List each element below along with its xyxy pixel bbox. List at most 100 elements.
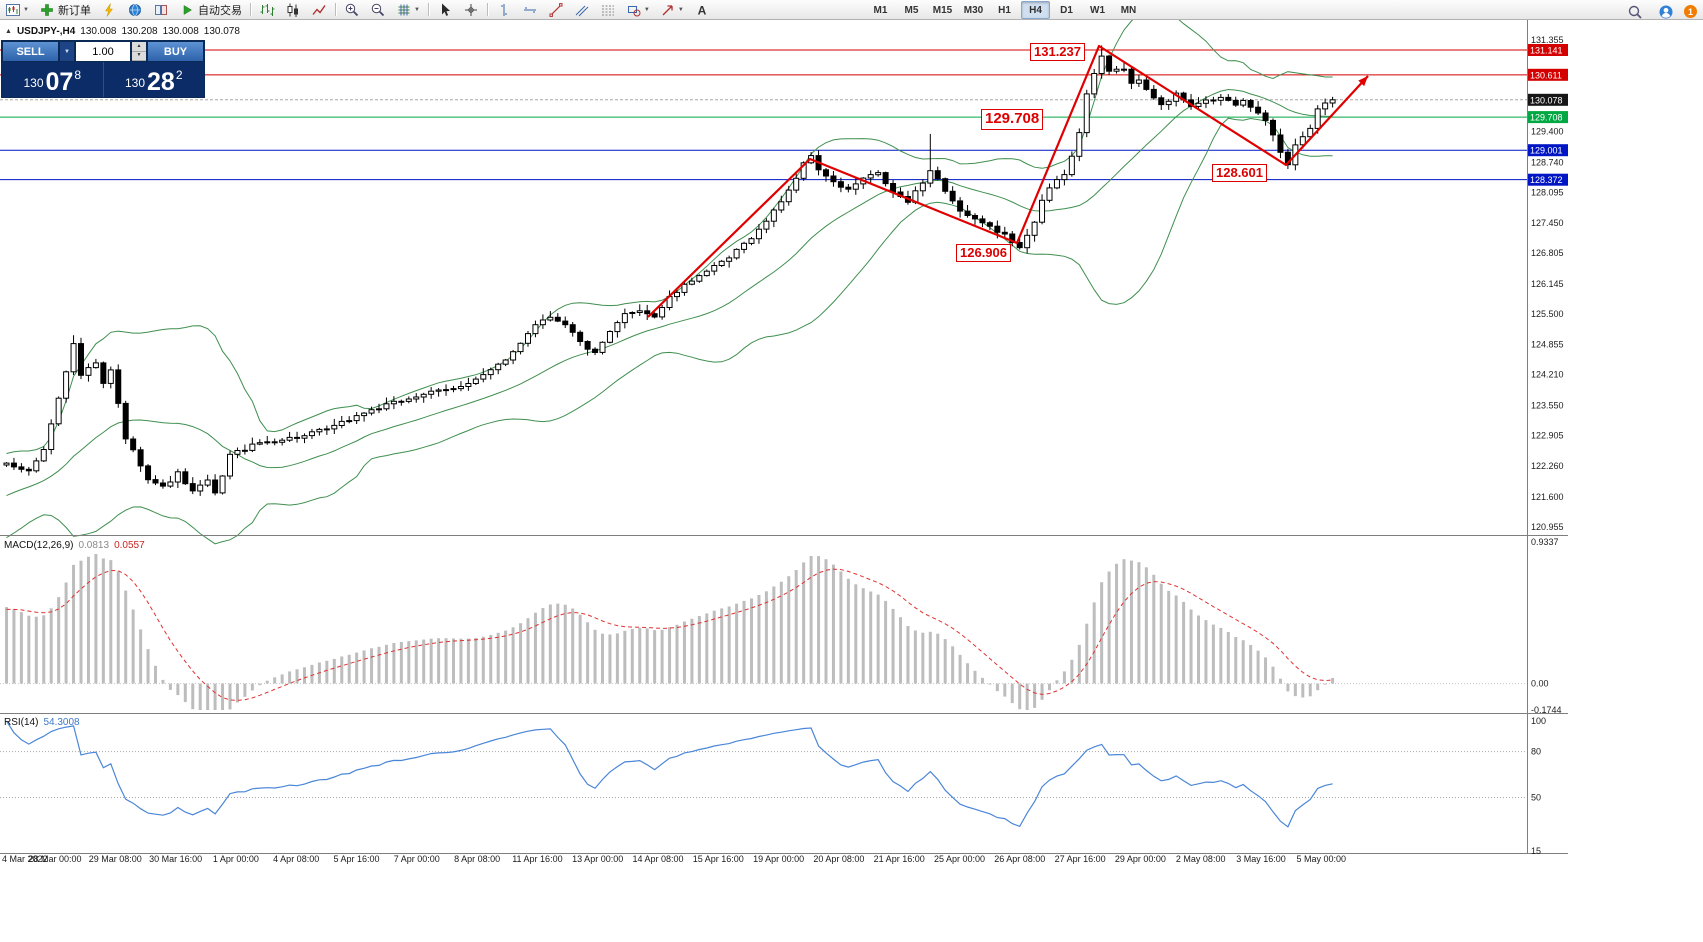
volume-up-button[interactable]: ▲ <box>132 42 146 52</box>
timeframe-d1-button[interactable]: D1 <box>1060 4 1073 16</box>
price-tick-label: 124.855 <box>1531 339 1564 349</box>
macd-histogram-bar <box>399 642 403 684</box>
fibonacci-icon[interactable] <box>596 0 620 19</box>
timeframe-h4-button[interactable]: H4 <box>1021 1 1050 19</box>
trendline[interactable] <box>647 44 1369 318</box>
candle-body <box>964 210 971 217</box>
candle-body <box>1150 88 1157 99</box>
macd-histogram-bar <box>168 683 172 690</box>
ask-price[interactable]: 130 28 2 <box>104 62 205 97</box>
sell-button[interactable]: SELL <box>2 41 59 62</box>
date-label: 20 Apr 08:00 <box>813 854 864 864</box>
macd-histogram-bar <box>325 660 329 684</box>
candle-body <box>1299 136 1306 146</box>
quick-trade-icon[interactable] <box>97 0 121 19</box>
candle-body <box>435 389 442 392</box>
vertical-line-icon[interactable] <box>492 0 516 19</box>
new-chart-icon[interactable]: ▼ <box>1 0 33 19</box>
macd-histogram-bar <box>630 629 634 684</box>
macd-histogram-bar <box>310 664 314 684</box>
crosshair-icon[interactable] <box>459 0 483 19</box>
macd-histogram-bar <box>1211 624 1215 684</box>
equidistant-channel-icon[interactable] <box>570 0 594 19</box>
macd-axis-label: -0.1744 <box>1531 705 1562 715</box>
price-tag-128.372 <box>1528 173 1568 186</box>
volume-input[interactable] <box>76 42 130 61</box>
ohlc-high: 130.208 <box>121 26 158 37</box>
timeframe-m1-button[interactable]: M1 <box>873 4 888 16</box>
arrows-icon[interactable]: ▼ <box>656 0 688 19</box>
search-icon[interactable] <box>1623 2 1647 21</box>
price-annotation-128.601[interactable]: 128.601 <box>1212 164 1267 183</box>
timeframe-m15-button[interactable]: M15 <box>932 4 953 16</box>
candle-body <box>457 386 464 390</box>
candle-body <box>376 408 382 411</box>
macd-histogram-bar <box>377 646 381 684</box>
timeframe-m30-button[interactable]: M30 <box>963 4 984 16</box>
community-profile-icon[interactable] <box>1654 2 1678 21</box>
price-tick-label: 121.600 <box>1531 492 1564 502</box>
community-icon[interactable] <box>123 0 147 19</box>
macd-histogram-bar <box>787 576 791 684</box>
timeframe-h1-button[interactable]: H1 <box>998 4 1011 16</box>
grid-icon[interactable]: ▼ <box>392 0 424 19</box>
new-order-button[interactable]: 新订单 <box>35 0 95 19</box>
candle-body <box>55 397 62 425</box>
candle-body <box>1329 99 1336 104</box>
bar-chart-icon[interactable] <box>255 0 279 19</box>
macd-histogram-bar <box>764 591 768 684</box>
candle-body <box>554 316 561 322</box>
candle-body <box>472 378 479 385</box>
date-label: 13 Apr 00:00 <box>572 854 623 864</box>
candle-body <box>599 341 606 353</box>
shapes-icon[interactable]: ▼ <box>622 0 654 19</box>
candle-body <box>778 201 785 211</box>
candle-body <box>1053 179 1060 189</box>
timeframe-mn-button[interactable]: MN <box>1120 4 1137 16</box>
candle-body <box>867 174 874 179</box>
candlestick-chart-icon[interactable] <box>281 0 305 19</box>
macd-histogram-bar <box>1264 657 1268 684</box>
volume-down-button[interactable]: ▼ <box>132 51 146 61</box>
candle-body <box>92 362 99 369</box>
zoom-out-icon[interactable] <box>366 0 390 19</box>
candle-body <box>197 484 204 492</box>
buy-button[interactable]: BUY <box>147 41 204 62</box>
price-annotation-129.708[interactable]: 129.708 <box>981 109 1044 130</box>
macd-histogram-bar <box>213 683 217 710</box>
line-chart-icon[interactable] <box>307 0 331 19</box>
market-depth-icon[interactable] <box>149 0 173 19</box>
candle-body <box>85 367 92 376</box>
text-icon[interactable]: A <box>690 0 714 19</box>
price-annotation-131.237[interactable]: 131.237 <box>1030 43 1085 62</box>
candle-body <box>972 215 978 220</box>
macd-histogram-bar <box>1077 644 1081 684</box>
macd-histogram-bar <box>1159 583 1163 684</box>
macd-histogram-bar <box>5 607 8 684</box>
macd-signal-line <box>6 568 1333 701</box>
macd-histogram-bar <box>988 683 992 685</box>
candle-body <box>919 182 926 192</box>
notification-badge[interactable]: 1 <box>1684 5 1697 18</box>
macd-histogram-bar <box>422 639 426 684</box>
candle-body <box>353 415 360 422</box>
sell-options-dropdown[interactable]: ▼ <box>59 41 75 62</box>
horizontal-line-icon[interactable] <box>518 0 542 19</box>
candle-body <box>927 170 934 184</box>
macd-histogram-bar <box>1331 678 1335 684</box>
timeframe-m5-button[interactable]: M5 <box>904 4 919 16</box>
timeframe-w1-button[interactable]: W1 <box>1090 4 1105 16</box>
candle-body <box>390 400 397 405</box>
zoom-in-icon[interactable] <box>340 0 364 19</box>
cursor-icon[interactable] <box>433 0 457 19</box>
bid-price[interactable]: 130 07 8 <box>2 62 103 97</box>
algo-trading-button[interactable]: 自动交易 <box>175 0 246 19</box>
svg-text:A: A <box>697 3 706 17</box>
macd-histogram-bar <box>586 622 590 684</box>
trend-line-icon[interactable] <box>544 0 568 19</box>
collapse-arrow-icon[interactable]: ▲ <box>5 28 12 35</box>
macd-histogram-bar <box>831 564 835 684</box>
candle-body <box>1240 100 1247 106</box>
price-annotation-126.906[interactable]: 126.906 <box>956 244 1011 263</box>
